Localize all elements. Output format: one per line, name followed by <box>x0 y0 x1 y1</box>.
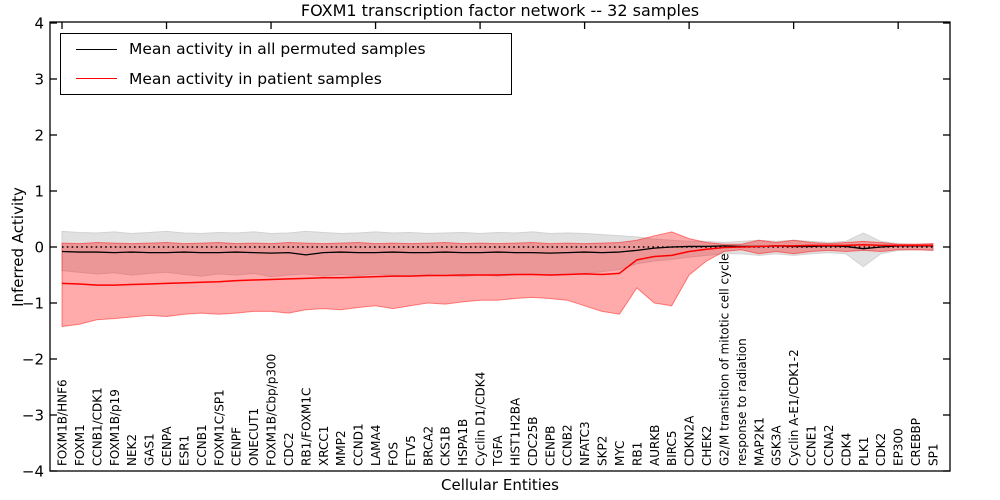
y-tick-label: −3 <box>22 407 44 425</box>
x-category-label: FOXM1C/SP1 <box>212 389 226 466</box>
x-category-label: CDK2 <box>874 433 888 466</box>
x-category-label: MMP2 <box>334 430 348 466</box>
x-category-label: CENPA <box>160 426 174 466</box>
x-category-label: AURKB <box>648 425 662 466</box>
x-category-label: CDK4 <box>839 433 853 466</box>
y-tick-label: 4 <box>34 15 44 33</box>
x-category-label: FOXM1B/HNF6 <box>56 379 70 466</box>
x-category-label: RB1/FOXM1C <box>299 388 313 466</box>
x-category-label: HIST1H2BA <box>508 397 522 466</box>
y-tick-label: −4 <box>22 463 44 481</box>
x-category-label: Cyclin D1/CDK4 <box>474 372 488 466</box>
x-category-label: TGFA <box>491 435 505 467</box>
x-category-label: Cyclin A-E1/CDK1-2 <box>787 349 801 466</box>
x-category-label: HSPA1B <box>456 419 470 466</box>
x-category-label: CKS1B <box>439 426 453 466</box>
legend-label-permuted: Mean activity in all permuted samples <box>129 40 426 59</box>
x-category-label: XRCC1 <box>317 426 331 466</box>
x-category-label: ETV5 <box>404 435 418 466</box>
x-category-label: SKP2 <box>596 436 610 466</box>
x-category-label: FOXM1 <box>73 424 87 466</box>
y-tick-label: 1 <box>34 183 44 201</box>
y-tick-label: 3 <box>34 71 44 89</box>
x-category-label: MYC <box>613 441 627 466</box>
x-category-label: LAMA4 <box>369 425 383 466</box>
legend-line-patient <box>76 78 117 80</box>
x-category-label: NFATC3 <box>578 421 592 466</box>
x-axis-label: Cellular Entities <box>441 476 559 494</box>
legend-line-permuted <box>76 48 117 50</box>
legend-label-patient: Mean activity in patient samples <box>129 69 382 88</box>
x-category-label: ESR1 <box>177 435 191 466</box>
x-category-label: GSK3A <box>770 425 784 466</box>
x-category-label: CCNB1 <box>195 424 209 466</box>
chart-title: FOXM1 transcription factor network -- 32… <box>300 1 700 20</box>
x-category-label: NEK2 <box>125 434 139 466</box>
band-patient <box>61 231 934 328</box>
x-category-label: G2/M transition of mitotic cell cycle <box>717 253 731 466</box>
y-tick-label: −2 <box>22 351 44 369</box>
x-category-label: response to radiation <box>735 338 749 466</box>
x-category-label: CREBBP <box>909 418 923 466</box>
legend-entry-permuted: Mean activity in all permuted samples <box>61 35 511 63</box>
x-category-label: CHEK2 <box>700 426 714 467</box>
legend-entry-patient: Mean activity in patient samples <box>61 65 511 93</box>
x-category-label: CCNB2 <box>561 424 575 466</box>
band-permuted <box>61 230 934 278</box>
x-category-label: FOS <box>386 442 400 466</box>
x-category-label: EP300 <box>892 428 906 466</box>
x-category-label: CCNE1 <box>805 425 819 466</box>
x-category-label: CDKN2A <box>683 415 697 466</box>
legend-box: Mean activity in all permuted samples Me… <box>60 33 512 95</box>
x-category-label: CENPB <box>543 426 557 466</box>
x-category-label: SP1 <box>927 444 941 467</box>
x-category-label: CCNB1/CDK1 <box>90 387 104 466</box>
x-category-label: RB1 <box>630 442 644 466</box>
x-category-label: FOXM1B/Cbp/p300 <box>265 354 279 466</box>
x-category-label: FOXM1B/p19 <box>108 389 122 466</box>
x-category-label: BIRC5 <box>665 430 679 466</box>
x-category-label: BRCA2 <box>421 426 435 466</box>
y-tick-label: 2 <box>34 127 44 145</box>
x-category-label: ONECUT1 <box>247 408 261 466</box>
x-category-label: PLK1 <box>857 437 871 466</box>
line-patient <box>61 244 933 286</box>
x-category-label: CCNA2 <box>822 424 836 466</box>
x-category-label: CDC2 <box>282 432 296 466</box>
x-category-label: CENPF <box>230 427 244 466</box>
x-category-label: GAS1 <box>143 433 157 466</box>
x-category-label: CDC25B <box>526 417 540 467</box>
x-category-label: MAP2K1 <box>752 417 766 466</box>
y-tick-label: −1 <box>22 295 44 313</box>
x-category-label: CCND1 <box>352 423 366 466</box>
y-tick-label: 0 <box>34 239 44 257</box>
